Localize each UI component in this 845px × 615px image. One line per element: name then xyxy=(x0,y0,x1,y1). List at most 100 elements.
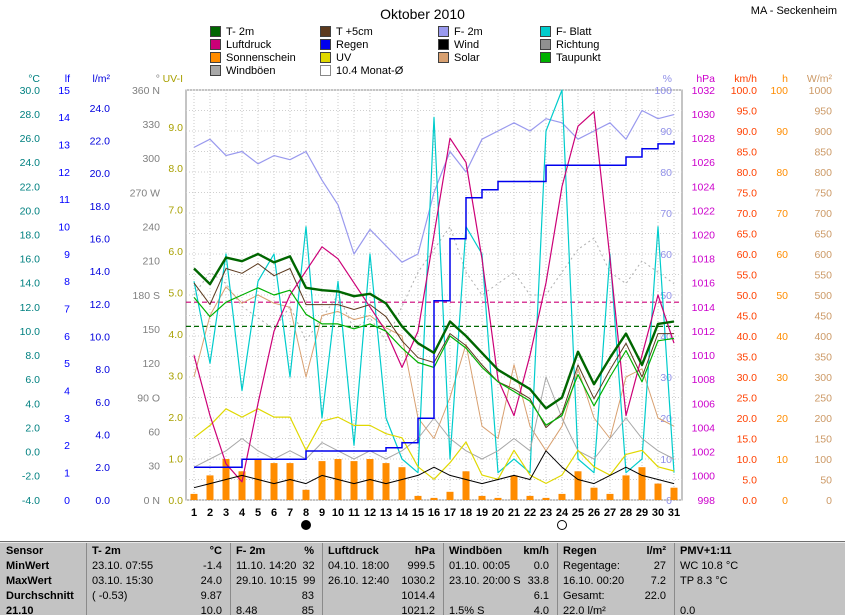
axis-tick-temp: 18.0 xyxy=(20,230,41,242)
day-label[interactable]: 10 xyxy=(332,507,344,519)
day-label[interactable]: 12 xyxy=(364,507,376,519)
axis-tick-lm2: 24.0 xyxy=(90,103,111,115)
axis-tick-temp: 4.0 xyxy=(25,398,40,410)
axis-tick-uvi: 5.0 xyxy=(168,288,183,300)
legend-swatch-icon xyxy=(540,39,551,50)
table-row-label: Sensor xyxy=(6,544,44,557)
axis-tick-kmh: 45.0 xyxy=(737,310,758,322)
day-label[interactable]: 24 xyxy=(556,507,569,519)
axis-tick-h: 10 xyxy=(776,454,788,466)
axis-tick-temp: 22.0 xyxy=(20,181,41,193)
table-cell: 1021.2 xyxy=(322,603,443,615)
axis-tick-wm2: 550 xyxy=(814,269,832,281)
day-label[interactable]: 15 xyxy=(412,507,424,519)
sunshine-bar xyxy=(238,471,246,500)
table-cell: 22.0 l/m² xyxy=(557,603,674,615)
axis-tick-kmh: 55.0 xyxy=(737,269,758,281)
day-label[interactable]: 16 xyxy=(428,507,440,519)
sunshine-bar xyxy=(526,495,534,500)
axis-tick-kmh: 15.0 xyxy=(737,433,758,445)
table-cell-text: TP 8.3 °C xyxy=(680,574,728,587)
axis-unit-pct: % xyxy=(663,73,672,85)
axis-tick-lm2: 10.0 xyxy=(90,332,111,344)
day-label[interactable]: 7 xyxy=(287,507,293,519)
axis-tick-hpa: 1024 xyxy=(692,181,716,193)
legend-item: F- Blatt xyxy=(540,25,640,38)
table-cell-value: 83 xyxy=(301,589,314,602)
day-label[interactable]: 8 xyxy=(303,507,309,519)
legend-item: Regen xyxy=(320,38,424,51)
day-label[interactable]: 20 xyxy=(492,507,504,519)
table-cell: 26.10. 12:40 1030.2 xyxy=(322,573,443,588)
legend-swatch-icon xyxy=(210,65,221,76)
table-cell: 1.5% S 4.0 xyxy=(443,603,557,615)
day-label[interactable]: 19 xyxy=(476,507,488,519)
axis-tick-pct: 40 xyxy=(660,331,672,343)
table-cell: Luftdruck hPa xyxy=(322,543,443,558)
table-cell-value: 33.8 xyxy=(527,574,549,587)
axis-tick-temp: 2.0 xyxy=(25,422,40,434)
axis-tick-lf: 11 xyxy=(59,194,70,206)
legend-label: Sonnenschein xyxy=(226,51,296,64)
day-label[interactable]: 4 xyxy=(239,507,246,519)
day-label[interactable]: 25 xyxy=(572,507,584,519)
axis-tick-wm2: 850 xyxy=(814,146,832,158)
table-cell-text: 22.0 l/m² xyxy=(563,604,606,615)
table-cell-text: ( -0.53) xyxy=(92,589,128,602)
axis-tick-lf: 0 xyxy=(64,495,70,507)
table-cell-text: Gesamt: xyxy=(563,589,605,602)
table-cell: 29.10. 10:15 99 xyxy=(230,573,322,588)
day-label[interactable]: 5 xyxy=(255,507,261,519)
day-label[interactable]: 27 xyxy=(604,507,616,519)
day-label[interactable]: 1 xyxy=(191,507,197,519)
table-cell: Gesamt: 22.0 xyxy=(557,588,674,603)
axis-tick-temp: 30.0 xyxy=(20,85,41,97)
legend-label: Regen xyxy=(336,38,369,51)
day-label[interactable]: 28 xyxy=(620,507,632,519)
legend-label: T- 2m xyxy=(226,25,255,38)
day-label[interactable]: 30 xyxy=(652,507,664,519)
axis-tick-hpa: 1030 xyxy=(692,109,716,121)
axis-tick-lm2: 4.0 xyxy=(95,430,110,442)
day-label[interactable]: 31 xyxy=(668,507,680,519)
day-label[interactable]: 23 xyxy=(540,507,552,519)
sunshine-bar xyxy=(318,461,326,500)
axis-tick-uvi: 2.0 xyxy=(168,412,183,424)
table-cell: F- 2m% xyxy=(230,543,322,558)
day-label[interactable]: 29 xyxy=(636,507,648,519)
day-label[interactable]: 11 xyxy=(348,507,360,519)
table-cell: Regen l/m² xyxy=(557,543,674,558)
axis-tick-hpa: 1018 xyxy=(692,254,716,266)
day-label[interactable]: 2 xyxy=(207,507,213,519)
axis-tick-h: 80 xyxy=(776,167,788,179)
table-cell-text: 26.10. 12:40 xyxy=(328,574,390,587)
legend-item: Windböen xyxy=(210,64,306,77)
axis-tick-temp: 0.0 xyxy=(25,447,40,459)
axis-tick-hpa: 1004 xyxy=(692,422,716,434)
day-label[interactable]: 26 xyxy=(588,507,600,519)
day-label[interactable]: 13 xyxy=(380,507,392,519)
day-label[interactable]: 9 xyxy=(319,507,325,519)
sunshine-bar xyxy=(622,475,630,500)
axis-tick-hpa: 1002 xyxy=(692,447,716,459)
axis-unit-kmh: km/h xyxy=(734,73,757,85)
day-label[interactable]: 21 xyxy=(508,507,520,519)
table-cell-text: 1.5% S xyxy=(449,604,485,615)
legend-swatch-icon xyxy=(320,65,331,76)
axis-tick-temp: 26.0 xyxy=(20,133,41,145)
axis-tick-temp: 14.0 xyxy=(20,278,41,290)
table-cell-value: 1021.2 xyxy=(401,604,435,615)
table-cell-text: Luftdruck xyxy=(328,544,379,557)
table-cell: 04.10. 18:00 999.5 xyxy=(322,558,443,573)
axis-tick-wm2: 950 xyxy=(814,105,832,117)
axis-tick-lf: 6 xyxy=(64,331,70,343)
legend-label: 10.4 Monat-Ø xyxy=(336,64,404,77)
day-label[interactable]: 6 xyxy=(271,507,277,519)
day-label[interactable]: 14 xyxy=(396,507,409,519)
day-label[interactable]: 22 xyxy=(524,507,536,519)
day-label[interactable]: 17 xyxy=(444,507,456,519)
day-label[interactable]: 3 xyxy=(223,507,229,519)
axis-tick-lm2: 14.0 xyxy=(90,266,111,278)
table-cell-value: 10.0 xyxy=(200,604,222,615)
day-label[interactable]: 18 xyxy=(460,507,472,519)
